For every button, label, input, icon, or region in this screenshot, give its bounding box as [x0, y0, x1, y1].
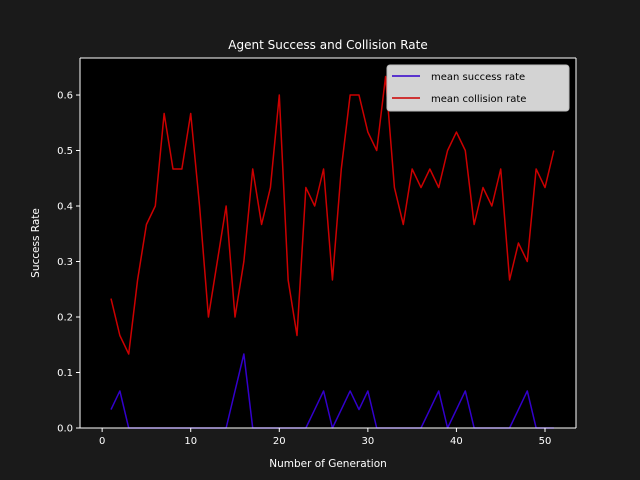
- x-tick-label: 30: [361, 436, 374, 447]
- y-axis-label: Success Rate: [30, 208, 42, 278]
- y-tick-label: 0.1: [57, 368, 73, 379]
- y-tick-label: 0.2: [57, 313, 73, 324]
- x-tick-label: 10: [184, 436, 197, 447]
- legend-box: [386, 64, 570, 112]
- axes-layer: [79, 57, 577, 429]
- ticks-layer: 0 10 20 30 40 50 0.0 0.1 0.2 0.3 0.4 0.5 0.6: [57, 91, 551, 447]
- y-tick-label: 0.0: [57, 424, 73, 435]
- legend-label-collision: mean collision rate: [431, 94, 526, 105]
- legend-label-success: mean success rate: [431, 72, 525, 83]
- chart-title: Agent Success and Collision Rate: [228, 38, 427, 52]
- x-tick-label: 50: [539, 436, 552, 447]
- y-tick-label: 0.3: [57, 257, 73, 268]
- y-tick-label: 0.6: [57, 91, 73, 102]
- legend: mean success rate mean collision rate: [386, 64, 570, 112]
- y-tick-label: 0.4: [57, 202, 73, 213]
- series-line-mean-collision-rate: [110, 75, 555, 355]
- x-tick-label: 20: [273, 436, 286, 447]
- y-tick-label: 0.5: [57, 146, 73, 157]
- plot-area: [80, 58, 576, 428]
- x-axis-label: Number of Generation: [269, 458, 387, 470]
- x-tick-label: 40: [450, 436, 463, 447]
- x-tick-label: 0: [99, 436, 105, 447]
